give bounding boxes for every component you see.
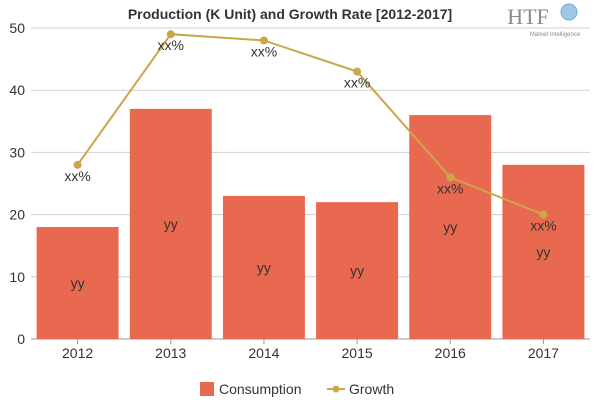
bar-2014 <box>222 195 305 339</box>
growth-point-2016 <box>446 173 455 182</box>
growth-data-label: xx% <box>251 43 277 59</box>
growth-data-label: xx% <box>437 180 463 196</box>
bar-2017 <box>502 164 585 339</box>
growth-data-label: xx% <box>530 218 556 234</box>
y-tick-label: 50 <box>9 20 25 36</box>
bar-2016 <box>409 115 492 339</box>
x-tick-label: 2015 <box>342 345 373 361</box>
growth-point-2013 <box>166 30 175 39</box>
bar-2013 <box>129 108 212 339</box>
legend: Consumption Growth <box>200 381 394 397</box>
point-labels: xx% xx% xx% xx% xx% xx% <box>64 37 556 233</box>
x-tick-label: 2012 <box>62 345 93 361</box>
y-tick-label: 40 <box>9 82 25 98</box>
chart-title: Production (K Unit) and Growth Rate [201… <box>128 6 452 22</box>
globe-icon <box>560 3 578 21</box>
bar-2015 <box>316 202 399 339</box>
growth-data-label: xx% <box>64 168 90 184</box>
growth-line-path <box>76 33 544 216</box>
bar-data-label: yy <box>443 219 457 235</box>
bar-2012 <box>36 227 119 339</box>
growth-point-2014 <box>259 36 268 45</box>
y-axis: 0 10 20 30 40 50 <box>9 20 25 347</box>
bar-data-label: yy <box>536 244 550 260</box>
bar-data-label: yy <box>257 259 271 275</box>
legend-label-consumption: Consumption <box>219 381 302 397</box>
legend-swatch-growth-dot <box>332 385 340 393</box>
bar-labels: yy yy yy yy yy yy <box>71 216 551 291</box>
bars-consumption <box>36 108 585 339</box>
logo: HTF Market Intelligence <box>507 3 581 38</box>
y-tick-label: 20 <box>9 207 25 223</box>
logo-text: HTF <box>507 4 549 29</box>
bar-data-label: yy <box>164 216 178 232</box>
logo-subtext: Market Intelligence <box>530 32 581 38</box>
bar-data-label: yy <box>350 263 364 279</box>
growth-point-2017 <box>539 210 548 219</box>
legend-swatch-consumption <box>200 382 214 396</box>
growth-point-2015 <box>353 67 362 76</box>
y-tick-label: 30 <box>9 144 25 160</box>
legend-label-growth: Growth <box>349 381 394 397</box>
y-tick-label: 0 <box>17 331 25 347</box>
line-growth <box>73 30 548 219</box>
growth-data-label: xx% <box>344 75 370 91</box>
x-tick-label: 2014 <box>248 345 279 361</box>
growth-data-label: xx% <box>158 37 184 53</box>
x-tick-label: 2017 <box>528 345 559 361</box>
growth-point-2012 <box>73 160 82 169</box>
x-tick-label: 2013 <box>155 345 186 361</box>
x-tick-label: 2016 <box>435 345 466 361</box>
x-axis: 2012 2013 2014 2015 2016 2017 <box>31 338 590 361</box>
y-tick-label: 10 <box>9 269 25 285</box>
bar-data-label: yy <box>71 275 85 291</box>
